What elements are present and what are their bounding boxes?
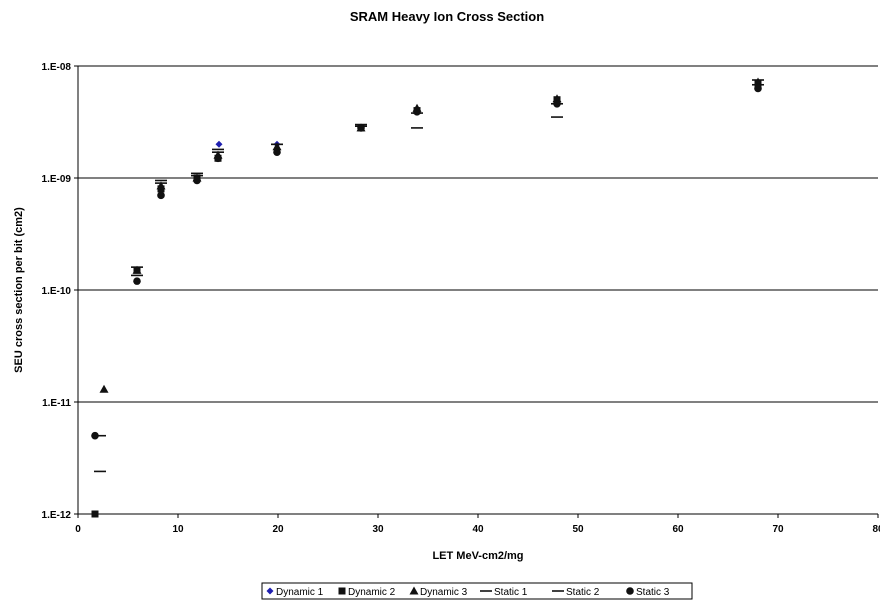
legend-marker-dynamic-3 bbox=[409, 586, 419, 595]
y-tick-label: 1.E-11 bbox=[42, 398, 71, 409]
x-tick-label: 70 bbox=[772, 524, 784, 535]
series-dynamic-2 bbox=[91, 79, 762, 518]
x-tick-label: 40 bbox=[472, 524, 484, 535]
chart-title: SRAM Heavy Ion Cross Section bbox=[350, 9, 544, 24]
data-point-dynamic-3 bbox=[552, 94, 562, 103]
data-markers bbox=[91, 77, 764, 518]
data-point-dynamic-2 bbox=[91, 510, 99, 518]
series-dynamic-3 bbox=[99, 77, 763, 393]
gridlines bbox=[78, 65, 878, 403]
legend-marker-static-3 bbox=[626, 587, 634, 595]
legend-label-static-3: Static 3 bbox=[636, 587, 670, 598]
y-axis-label: SEU cross section per bit (cm2) bbox=[13, 207, 25, 373]
ticks: 1.E-12 1.E-11 1.E-10 1.E-09 1.E-08 0 10 20 30 40 5… bbox=[42, 62, 880, 535]
y-tick-label: 1.E-08 bbox=[42, 62, 72, 73]
data-point-static-3 bbox=[553, 99, 561, 108]
legend-item-static-2: Static 2 bbox=[552, 587, 600, 598]
x-tick-label: 20 bbox=[272, 524, 284, 535]
legend-label-static-1: Static 1 bbox=[494, 587, 528, 598]
data-point-dynamic-3 bbox=[156, 181, 166, 190]
data-point-static-3 bbox=[214, 154, 222, 163]
legend-label-dynamic-3: Dynamic 3 bbox=[420, 587, 468, 598]
legend-item-static-1: Static 1 bbox=[480, 587, 528, 598]
y-tick-label: 1.E-12 bbox=[42, 510, 72, 521]
x-tick-label: 30 bbox=[372, 524, 384, 535]
legend-label-dynamic-2: Dynamic 2 bbox=[348, 587, 396, 598]
series-static-2 bbox=[131, 83, 764, 277]
data-point-static-3 bbox=[273, 148, 281, 156]
x-tick-label: 0 bbox=[75, 524, 81, 535]
legend-marker-dynamic-2 bbox=[338, 587, 346, 595]
legend-marker-dynamic-1 bbox=[266, 587, 274, 595]
data-point-static-3 bbox=[357, 124, 365, 132]
series-static-1 bbox=[94, 79, 764, 473]
x-tick-label: 10 bbox=[172, 524, 184, 535]
data-point-static-3 bbox=[754, 84, 762, 93]
data-point-dynamic-3 bbox=[272, 142, 282, 151]
legend: Dynamic 1 Dynamic 2 Dynamic 3 Static 1 Stati… bbox=[261, 582, 693, 600]
data-point-static-3 bbox=[157, 191, 165, 200]
legend-item-dynamic-2: Dynamic 2 bbox=[338, 587, 396, 598]
legend-items: Dynamic 1 Dynamic 2 Dynamic 3 Static 1 Stati… bbox=[266, 586, 670, 598]
legend-item-dynamic-3: Dynamic 3 bbox=[409, 586, 468, 598]
legend-item-dynamic-1: Dynamic 1 bbox=[266, 587, 324, 598]
legend-item-static-3: Static 3 bbox=[626, 587, 670, 598]
series-static-3 bbox=[91, 84, 762, 440]
data-point-dynamic-3 bbox=[132, 265, 142, 274]
data-point-dynamic-1 bbox=[215, 140, 223, 148]
series-dynamic-1 bbox=[215, 140, 281, 148]
x-tick-label: 80 bbox=[872, 524, 880, 535]
x-axis-label: LET MeV-cm2/mg bbox=[432, 550, 523, 562]
data-point-static-3 bbox=[91, 431, 99, 440]
legend-box bbox=[261, 582, 693, 600]
data-point-static-3 bbox=[413, 108, 421, 116]
data-point-dynamic-3 bbox=[753, 77, 763, 86]
y-tick-label: 1.E-09 bbox=[42, 174, 72, 185]
plot-area: 1.E-12 1.E-11 1.E-10 1.E-09 1.E-08 0 10 20 30 40 5… bbox=[42, 62, 880, 535]
legend-label-dynamic-1: Dynamic 1 bbox=[276, 587, 324, 598]
data-point-dynamic-3 bbox=[99, 384, 109, 393]
legend-label-static-2: Static 2 bbox=[566, 587, 600, 598]
x-tick-label: 60 bbox=[672, 524, 684, 535]
data-point-static-3 bbox=[193, 176, 201, 185]
x-tick-label: 50 bbox=[572, 524, 584, 535]
y-tick-label: 1.E-10 bbox=[42, 286, 72, 297]
data-point-static-3 bbox=[133, 277, 141, 285]
